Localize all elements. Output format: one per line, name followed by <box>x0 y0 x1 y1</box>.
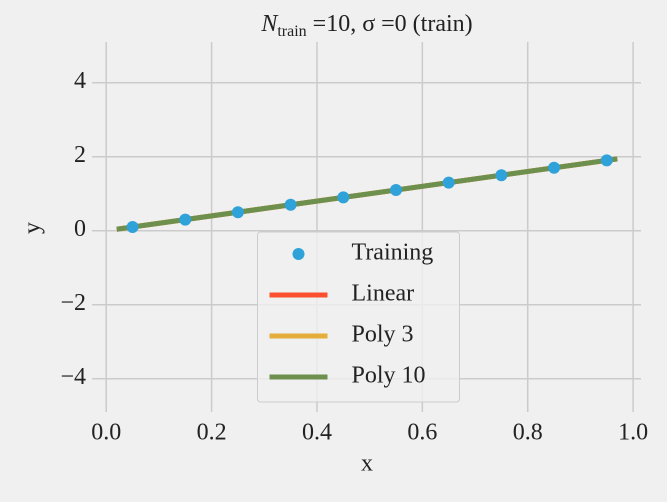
legend-box <box>257 231 460 403</box>
legend-label: Training <box>352 240 434 266</box>
title-main: N <box>260 11 279 37</box>
legend-label: Linear <box>352 281 415 307</box>
legend-marker <box>292 248 305 260</box>
x-tick-label: 0.8 <box>513 420 543 446</box>
point <box>231 206 244 219</box>
point <box>600 154 613 167</box>
x-axis-label: x <box>361 451 373 477</box>
legend-label: Poly 3 <box>352 322 414 348</box>
title-rest: =10, σ =0 (train) <box>307 11 473 37</box>
point <box>284 198 297 211</box>
point <box>548 161 561 174</box>
x-tick-label: 1.0 <box>618 420 648 446</box>
point <box>495 169 508 182</box>
chart-title: Ntrain =10, σ =0 (train) <box>260 11 472 40</box>
y-tick-label: 0 <box>74 216 86 242</box>
y-tick-label: −2 <box>60 290 86 316</box>
y-tick-label: 2 <box>74 142 86 168</box>
x-tick-label: 0.2 <box>197 420 227 446</box>
legend: Training Linear Poly 3 Poly 10 <box>257 231 460 403</box>
point <box>390 184 403 196</box>
point <box>442 176 455 189</box>
point <box>337 191 350 204</box>
line <box>116 156 618 232</box>
point <box>179 213 192 226</box>
y-tick-label: 4 <box>74 68 86 94</box>
x-tick-label: 0.0 <box>91 420 121 446</box>
x-tick-label: 0.4 <box>302 420 332 446</box>
legend-label: Poly 10 <box>352 363 426 389</box>
title-subscript: train <box>277 23 306 40</box>
point <box>126 221 139 233</box>
y-tick-label: −4 <box>60 364 86 390</box>
x-tick-label: 0.6 <box>407 420 437 446</box>
y-axis-label: y <box>20 222 46 234</box>
